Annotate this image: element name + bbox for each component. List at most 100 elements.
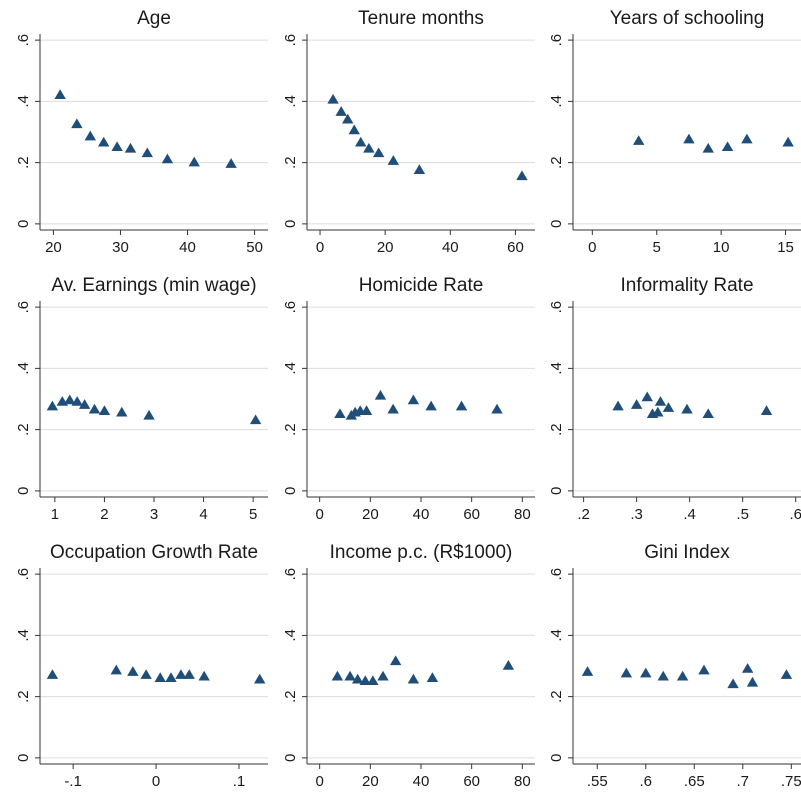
data-point-triangle (741, 133, 753, 144)
x-tick-label: .75 (781, 773, 801, 790)
panel-title: Years of schooling (610, 8, 765, 29)
data-point-triangle (140, 669, 152, 679)
y-tick-label: .4 (15, 362, 32, 375)
data-point-triangle (372, 147, 385, 158)
y-tick-label: .6 (282, 34, 299, 47)
plot-area (307, 568, 535, 764)
panel-title: Av. Earnings (min wage) (51, 275, 256, 296)
x-tick-label: .4 (683, 506, 696, 523)
panel-title: Age (137, 8, 171, 29)
data-point-triangle (141, 147, 153, 158)
y-tick-label: .4 (15, 629, 32, 642)
y-tick-label: .6 (15, 34, 32, 47)
y-tick-label: 0 (282, 487, 299, 495)
data-point-triangle (620, 667, 633, 678)
x-tick-label: 0 (316, 239, 324, 256)
panel-title: Informality Rate (620, 275, 753, 296)
data-point-triangle (516, 170, 528, 181)
data-point-triangle (46, 669, 59, 679)
data-point-triangle (698, 664, 710, 675)
data-point-triangle (78, 399, 91, 409)
data-point-triangle (127, 666, 139, 676)
data-point-triangle (84, 130, 96, 141)
plot-area (573, 568, 801, 764)
y-tick-label: .4 (282, 629, 299, 642)
data-point-triangle (721, 141, 734, 152)
x-tick-label: 0 (588, 239, 596, 256)
panel-8: 0 .2 .4 .6 .55 .6 .65 .7 .75 Gini Index (548, 542, 801, 790)
data-point-triangle (681, 403, 693, 414)
x-tick-label: .6 (789, 506, 801, 523)
data-point-triangle (64, 394, 76, 405)
data-point-triangle (652, 406, 664, 417)
data-point-triangle (344, 670, 356, 681)
x-tick-label: 0 (152, 773, 160, 790)
data-point-triangle (662, 402, 675, 412)
data-point-triangle (407, 394, 420, 405)
data-point-triangle (116, 406, 128, 417)
x-tick-label: .55 (587, 773, 608, 790)
x-tick-label: 4 (199, 506, 207, 523)
plot-area (307, 301, 535, 497)
x-tick-label: 60 (463, 773, 480, 790)
y-tick-label: .2 (15, 423, 32, 436)
plot-area (40, 568, 268, 764)
data-point-triangle (249, 414, 262, 425)
y-tick-label: .2 (282, 156, 299, 169)
data-point-triangle (413, 164, 426, 175)
panel-title: Gini Index (644, 542, 730, 563)
plot-area (40, 301, 268, 497)
y-tick-label: .6 (548, 568, 565, 581)
data-point-triangle (377, 670, 389, 681)
data-point-triangle (188, 156, 200, 167)
data-point-triangle (71, 118, 83, 129)
data-point-triangle (389, 655, 402, 666)
x-tick-label: 40 (442, 239, 459, 256)
y-tick-label: .2 (282, 423, 299, 436)
data-point-triangle (741, 663, 754, 673)
panel-4: 0 .2 .4 .6 0 20 40 60 80 Homicide Rate (282, 275, 535, 523)
data-point-triangle (165, 672, 177, 682)
x-tick-label: 80 (514, 506, 531, 523)
data-point-triangle (154, 672, 166, 682)
x-tick-label: 5 (249, 506, 257, 523)
x-tick-label: 20 (362, 773, 379, 790)
panel-2: 0 .2 .4 .6 0 5 10 15 Years of schooling (548, 8, 801, 256)
x-tick-label: 0 (315, 773, 323, 790)
data-point-triangle (124, 142, 137, 153)
x-tick-label: 1 (51, 506, 59, 523)
data-point-triangle (581, 666, 594, 676)
data-point-triangle (780, 669, 793, 679)
data-point-triangle (331, 670, 344, 681)
y-tick-label: 0 (15, 220, 32, 228)
x-tick-label: .65 (684, 773, 705, 790)
y-tick-label: .2 (548, 423, 565, 436)
data-point-triangle (387, 155, 400, 165)
panel-3: 0 .2 .4 .6 1 2 3 4 5 Av. Earnings (min wage) (15, 275, 268, 523)
y-tick-label: .6 (282, 301, 299, 314)
data-point-triangle (426, 672, 439, 682)
data-point-triangle (360, 405, 373, 415)
panel-5: 0 .2 .4 .6 .2 .3 .4 .5 .6 Informality Rate (548, 275, 801, 523)
data-point-triangle (374, 389, 387, 400)
y-tick-label: .2 (15, 690, 32, 703)
data-point-triangle (702, 142, 714, 153)
data-point-triangle (348, 124, 360, 135)
y-tick-label: 0 (15, 754, 32, 762)
data-point-triangle (327, 93, 339, 104)
x-tick-label: 3 (150, 506, 158, 523)
x-tick-label: .2 (577, 506, 590, 523)
data-point-triangle (612, 400, 624, 411)
x-tick-label: 2 (100, 506, 108, 523)
data-point-triangle (683, 133, 695, 144)
y-tick-label: 0 (282, 754, 299, 762)
data-point-triangle (654, 396, 667, 406)
panel-title: Occupation Growth Rate (50, 542, 258, 563)
y-tick-label: .2 (15, 156, 32, 169)
y-tick-label: .4 (548, 362, 565, 375)
x-tick-label: 20 (362, 506, 379, 523)
data-point-triangle (363, 142, 375, 153)
y-tick-label: .6 (15, 301, 32, 314)
x-tick-label: 50 (246, 239, 263, 256)
data-point-triangle (351, 673, 364, 684)
